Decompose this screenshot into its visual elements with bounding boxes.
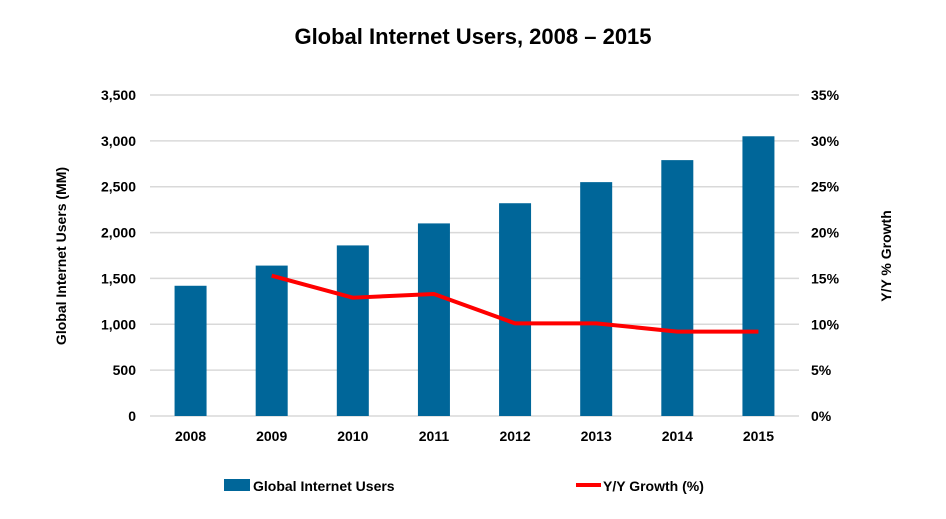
bar xyxy=(417,223,450,416)
legend: Global Internet Users Y/Y Growth (%) xyxy=(224,478,704,494)
bar xyxy=(174,285,207,416)
y-tick-label-right: 30% xyxy=(811,133,840,149)
x-tick-label: 2011 xyxy=(419,428,450,444)
y-axis-left: 0 500 1,000 1,500 2,000 2,500 3,000 3,500 xyxy=(101,87,136,424)
chart-title: Global Internet Users, 2008 – 2015 xyxy=(294,24,651,49)
x-tick-label: 2012 xyxy=(499,428,530,444)
y-tick-label-left: 3,000 xyxy=(101,133,136,149)
y-tick-label-right: 35% xyxy=(811,87,840,103)
bar xyxy=(255,265,288,416)
bar xyxy=(661,160,694,416)
y-axis-left-label: Global Internet Users (MM) xyxy=(53,167,69,345)
y-tick-label-right: 20% xyxy=(811,225,840,241)
y-tick-label-left: 2,500 xyxy=(101,179,136,195)
x-tick-label: 2014 xyxy=(662,428,693,444)
line-series xyxy=(271,273,759,334)
x-tick-label: 2009 xyxy=(256,428,287,444)
x-tick-label: 2008 xyxy=(175,428,206,444)
y-tick-label-right: 5% xyxy=(811,362,832,378)
y-tick-label-left: 1,000 xyxy=(101,316,136,332)
x-tick-label: 2013 xyxy=(581,428,612,444)
y-tick-label-left: 3,500 xyxy=(101,87,136,103)
bar-series xyxy=(174,136,775,416)
x-axis: 2008 2009 2010 2011 2012 2013 2014 2015 xyxy=(175,428,774,444)
y-tick-label-left: 500 xyxy=(113,362,137,378)
x-tick-label: 2010 xyxy=(337,428,368,444)
y-tick-label-left: 1,500 xyxy=(101,270,136,286)
bar xyxy=(580,182,613,416)
gridlines xyxy=(150,94,799,417)
y-tick-label-right: 15% xyxy=(811,270,840,286)
bar xyxy=(336,245,369,416)
bar xyxy=(499,203,532,416)
x-tick-label: 2015 xyxy=(743,428,774,444)
legend-label-bar: Global Internet Users xyxy=(253,478,395,494)
bar xyxy=(742,136,775,416)
y-tick-label-left: 0 xyxy=(128,408,136,424)
y-tick-label-right: 0% xyxy=(811,408,832,424)
legend-label-line: Y/Y Growth (%) xyxy=(603,478,704,494)
y-tick-label-right: 25% xyxy=(811,179,840,195)
y-axis-right: 0% 5% 10% 15% 20% 25% 30% 35% xyxy=(811,87,840,424)
y-tick-label-right: 10% xyxy=(811,316,840,332)
y-axis-right-label: Y/Y % Growth xyxy=(878,210,894,302)
y-tick-label-left: 2,000 xyxy=(101,225,136,241)
legend-swatch-bar xyxy=(224,479,250,491)
